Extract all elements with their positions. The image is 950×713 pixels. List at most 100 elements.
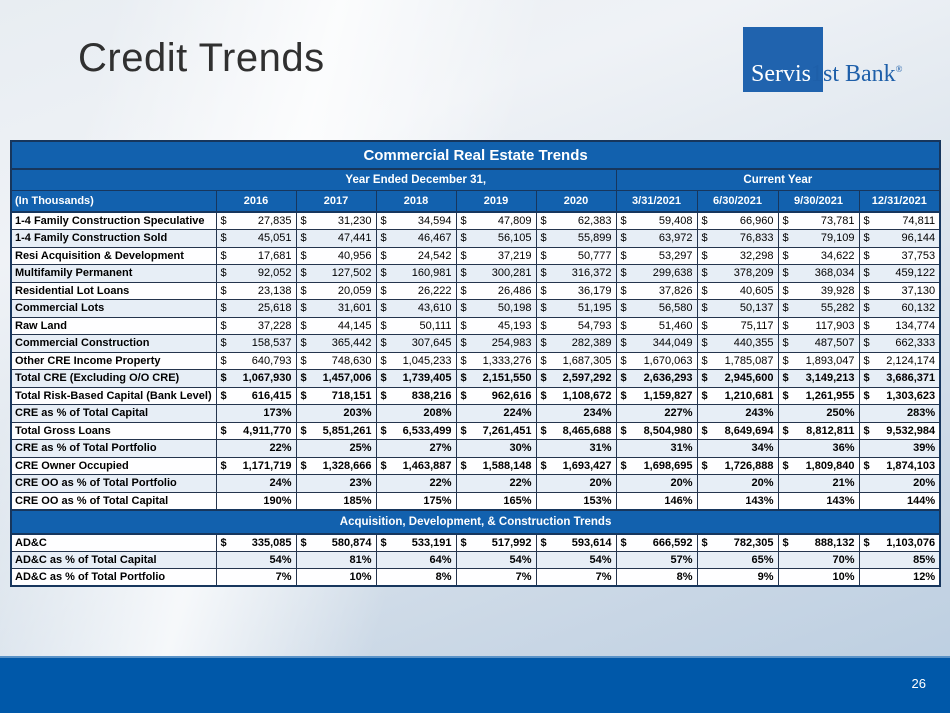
dollar-sign: $ (380, 372, 387, 385)
cell-number: 85% (913, 553, 936, 566)
cell-number: 39% (913, 442, 936, 455)
value-cell: $1,045,233 (375, 351, 457, 370)
value-cell: $1,103,076 (858, 533, 941, 552)
dollar-sign: $ (300, 459, 307, 472)
value-cell: 39% (858, 439, 941, 458)
cell-number: 55,899 (577, 232, 612, 245)
year-column-header: 6/30/2021 (696, 190, 779, 213)
cell-number: 92,052 (257, 267, 292, 280)
cell-number: 27,835 (257, 215, 292, 227)
dollar-sign: $ (300, 249, 307, 262)
cell-number: 30% (509, 442, 532, 455)
table-row: 1-4 Family Construction Sold $45,051 $47,4… (10, 229, 941, 248)
dollar-sign: $ (540, 536, 547, 549)
cell-number: 316,372 (571, 267, 612, 280)
cell-number: 9,532,984 (886, 424, 936, 437)
value-cell: 54% (215, 550, 297, 569)
dollar-sign: $ (380, 232, 387, 245)
cell-number: 1,785,087 (724, 354, 774, 367)
value-cell: 190% (215, 491, 297, 510)
dollar-sign: $ (701, 372, 708, 385)
value-cell: $50,198 (455, 299, 537, 318)
dollar-sign: $ (300, 424, 307, 437)
cell-number: 459,122 (895, 267, 936, 280)
cell-number: 1,303,623 (886, 389, 936, 402)
cre-trends-table: Commercial Real Estate Trends Year Ended… (10, 140, 942, 587)
cell-number: 378,209 (733, 267, 774, 280)
value-cell: $73,781 (777, 211, 860, 230)
cell-number: 55,282 (820, 302, 855, 315)
dollar-sign: $ (863, 424, 870, 437)
value-cell: $158,537 (215, 334, 297, 353)
cell-number: 1,333,276 (482, 354, 532, 367)
value-cell: 31% (535, 439, 617, 458)
dollar-sign: $ (620, 337, 627, 350)
value-cell: $3,149,213 (777, 369, 860, 388)
value-cell: $74,811 (858, 211, 941, 230)
dollar-sign: $ (540, 249, 547, 262)
value-cell: $45,193 (455, 316, 537, 335)
dollar-sign: $ (701, 232, 708, 245)
cell-number: 66,960 (739, 215, 774, 227)
table-row: CRE as % of Total Portfolio 22% 25% 27% 30% 3… (10, 439, 941, 458)
cell-number: 173% (263, 407, 292, 420)
cell-number: 3,149,213 (805, 372, 855, 385)
value-cell: $44,145 (295, 316, 377, 335)
value-cell: $53,297 (615, 246, 698, 265)
cell-number: 34,622 (820, 249, 855, 262)
dollar-sign: $ (701, 354, 708, 367)
value-cell: $24,542 (375, 246, 457, 265)
dollar-sign: $ (620, 215, 627, 227)
cell-number: 2,151,550 (482, 372, 532, 385)
cell-number: 20% (670, 477, 693, 490)
value-cell: $300,281 (455, 264, 537, 283)
cell-number: 307,645 (411, 337, 452, 350)
cell-number: 158,537 (251, 337, 292, 350)
dollar-sign: $ (380, 337, 387, 350)
value-cell: $5,851,261 (295, 421, 377, 440)
dollar-sign: $ (782, 232, 789, 245)
value-cell: $92,052 (215, 264, 297, 283)
row-label: 1-4 Family Construction Speculative (10, 211, 217, 230)
cell-number: 1,687,305 (562, 354, 612, 367)
dollar-sign: $ (540, 267, 547, 280)
value-cell: $307,645 (375, 334, 457, 353)
value-cell: $43,610 (375, 299, 457, 318)
value-cell: 234% (535, 404, 617, 423)
cell-number: 34,594 (417, 215, 452, 227)
value-cell: $7,261,451 (455, 421, 537, 440)
value-cell: $6,533,499 (375, 421, 457, 440)
value-cell: $50,111 (375, 316, 457, 335)
value-cell: 22% (215, 439, 297, 458)
value-cell: $54,793 (535, 316, 617, 335)
group-empty-cell (11, 169, 216, 191)
cell-number: 20% (589, 477, 612, 490)
value-cell: $40,605 (696, 281, 779, 300)
cell-number: 57% (670, 553, 693, 566)
cell-number: 22% (429, 477, 452, 490)
value-cell: 243% (696, 404, 779, 423)
cell-number: 1,045,233 (402, 354, 452, 367)
cell-number: 37,753 (901, 249, 936, 262)
value-cell: $62,383 (535, 211, 617, 230)
cell-number: 20% (913, 477, 936, 490)
cell-number: 22% (269, 442, 292, 455)
cell-number: 838,216 (411, 389, 452, 402)
value-cell: 34% (696, 439, 779, 458)
table-title-row: Commercial Real Estate Trends (11, 141, 941, 170)
value-cell: $37,130 (858, 281, 941, 300)
row-label: CRE Owner Occupied (10, 456, 217, 475)
cell-number: 10% (349, 571, 372, 583)
table-row: CRE OO as % of Total Capital 190% 185% 175%… (10, 491, 941, 510)
value-cell: $27,835 (215, 211, 297, 230)
value-cell: 81% (295, 550, 377, 569)
dollar-sign: $ (220, 319, 227, 332)
dollar-sign: $ (220, 389, 227, 402)
value-cell: 8% (375, 568, 457, 587)
cell-number: 1,693,427 (562, 459, 612, 472)
dollar-sign: $ (782, 354, 789, 367)
dollar-sign: $ (782, 337, 789, 350)
dollar-sign: $ (220, 267, 227, 280)
cell-number: 45,051 (257, 232, 292, 245)
value-cell: $9,532,984 (858, 421, 941, 440)
